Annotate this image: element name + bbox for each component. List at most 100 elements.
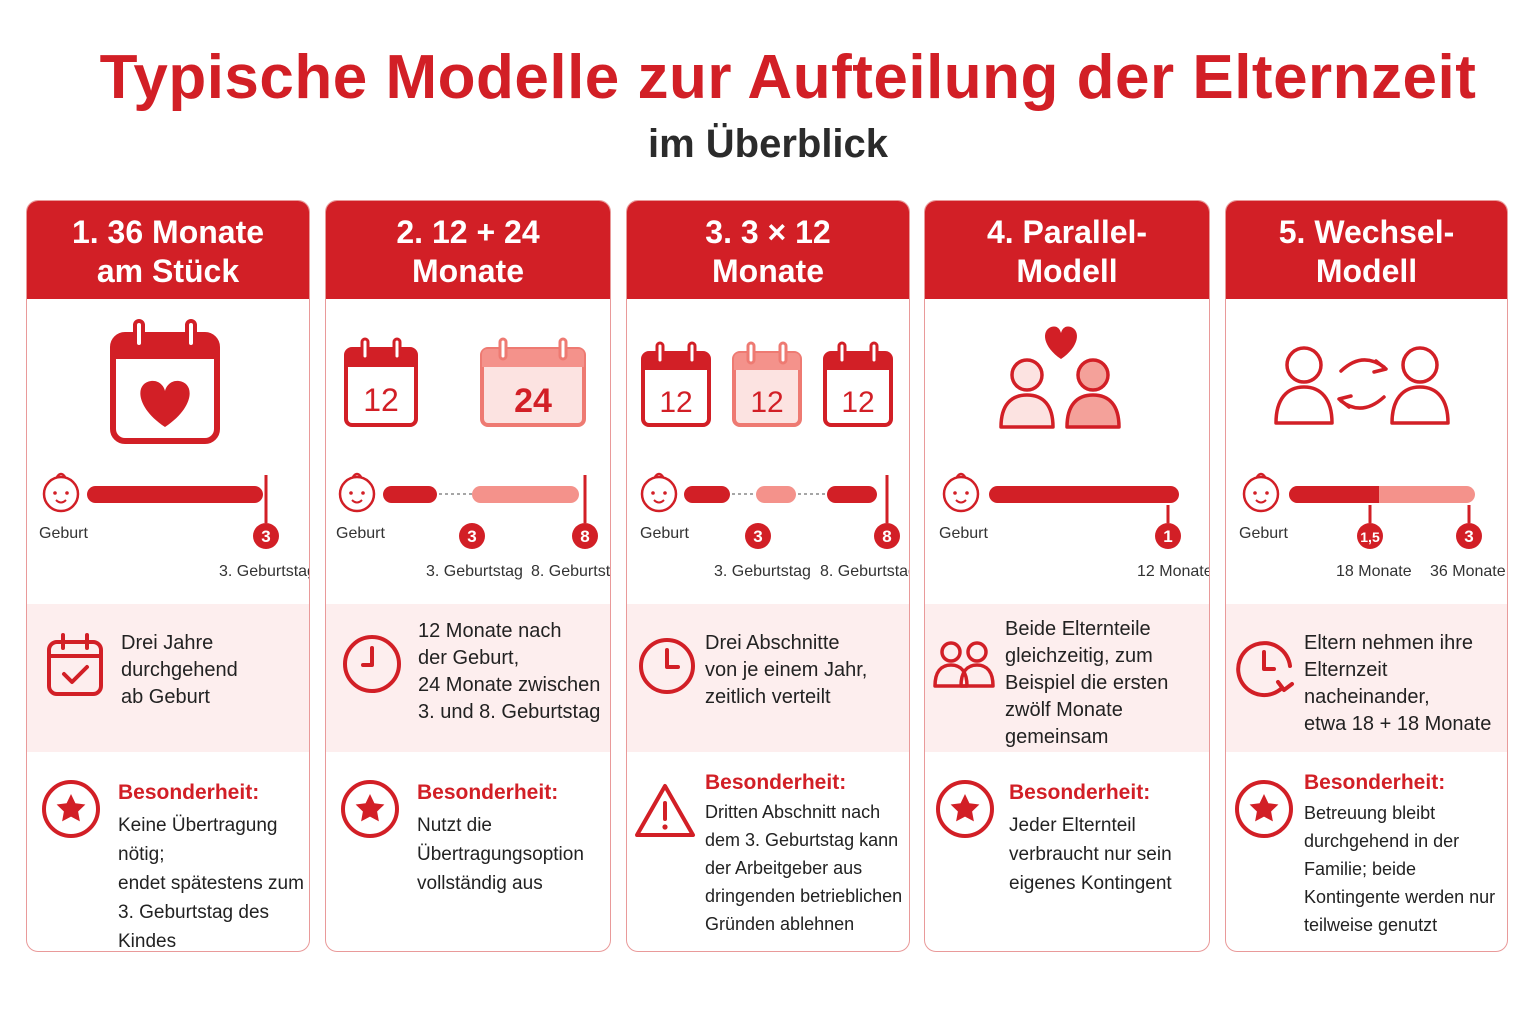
description-section: Drei Abschnitte von je einem Jahr, zeitlic… [627, 604, 909, 752]
timeline: 1 Geburt 12 Monate [925, 461, 1209, 591]
clock-icon [639, 638, 695, 694]
two-calendars-icon: 12 24 [326, 309, 610, 449]
timeline-marker-label: 3. Geburtstag [714, 563, 811, 580]
marker-badge [1155, 523, 1181, 549]
marker-number: 3 [753, 527, 762, 546]
baby-icon [338, 472, 376, 513]
model-card-2: 2. 12 + 24 Monate 12 24 [325, 200, 611, 952]
marker-badge [1357, 523, 1383, 549]
person-icon [1274, 346, 1334, 425]
description-text: Drei Abschnitte von je einem Jahr, zeitlic… [705, 632, 868, 708]
star-icon [42, 780, 100, 838]
star-icon [341, 780, 399, 838]
special-label: Besonderheit: [118, 781, 260, 804]
calendar-number: 12 [659, 386, 692, 419]
card-header: 4. Parallel- Modell [925, 201, 1209, 299]
card-header: 2. 12 + 24 Monate [326, 201, 610, 299]
baby-icon [942, 472, 980, 513]
timeline-start-label: Geburt [939, 525, 988, 542]
two-people-icon [933, 641, 995, 688]
card-header: 5. Wechsel- Modell [1226, 201, 1507, 299]
special-text: Dritten Abschnitt nach dem 3. Geburtstag … [705, 802, 903, 934]
special-label: Besonderheit: [705, 771, 847, 794]
special-text: Keine Übertragung nötig; endet spätestens… [118, 815, 304, 952]
marker-badge [253, 523, 279, 549]
calendar-icon: 24 [480, 337, 586, 427]
description-section: Eltern nehmen ihre Elternzeit nacheinande… [1226, 604, 1507, 752]
timeline-start-label: Geburt [39, 525, 88, 542]
description-text: Drei Jahre durchgehend ab Geburt [121, 632, 238, 708]
marker-badge [459, 523, 485, 549]
timeline: 3 Geburt 3. Geburtstag [27, 461, 309, 591]
person-icon [1065, 358, 1121, 429]
calendar-heart-icon [27, 309, 309, 449]
calendar-number: 12 [841, 386, 874, 419]
page-subtitle: im Überblick [647, 122, 889, 166]
calendar-icon: 12 [344, 337, 418, 427]
calendar-number: 24 [514, 382, 552, 420]
special-text: Betreuung bleibt durchgehend in der Famili… [1304, 803, 1496, 935]
marker-badge [1456, 523, 1482, 549]
model-card-3: 3. 3 × 12 Monate 12 12 [626, 200, 910, 952]
timeline-start-label: Geburt [1239, 525, 1288, 542]
baby-icon [1242, 472, 1280, 513]
special-label: Besonderheit: [417, 781, 559, 804]
clock-arrow-icon [1236, 641, 1294, 698]
timeline-marker-label: 3. Geburtstag [219, 563, 310, 580]
marker-badge [745, 523, 771, 549]
timeline: 3 8 Geburt 3. Geburtstag 8. Geburtstag [627, 461, 909, 591]
timeline-marker-label: 18 Monate [1336, 563, 1412, 580]
timeline-marker-label: 3. Geburtstag [426, 563, 523, 580]
person-icon [999, 358, 1055, 429]
description-section: Drei Jahre durchgehend ab Geburt [27, 604, 309, 752]
marker-number: 3 [261, 527, 270, 546]
special-label: Besonderheit: [1009, 781, 1151, 804]
special-section: Besonderheit: Nutzt die Übertragungsoptio… [326, 761, 610, 951]
card-header: 1. 36 Monate am Stück [27, 201, 309, 299]
parents-heart-icon [925, 309, 1209, 449]
marker-number: 8 [882, 527, 891, 546]
three-calendars-icon: 12 12 12 [627, 309, 909, 449]
timeline: 1,5 3 Geburt 18 Monate 36 Monate [1226, 461, 1507, 591]
description-section: Beide Elternteile gleichzeitig, zum Beispi… [925, 604, 1209, 752]
description-section: 12 Monate nach der Geburt, 24 Monate zwisc… [326, 604, 610, 752]
model-card-1: 1. 36 Monate am Stück 3 Geburt 3. Geb [26, 200, 310, 952]
calendar-icon: 12 [641, 341, 711, 427]
clock-icon [343, 635, 401, 693]
baby-icon [42, 472, 80, 513]
special-text: Nutzt die Übertragungsoption vollständig a… [417, 815, 584, 894]
special-section: Besonderheit: Dritten Abschnitt nach dem … [627, 761, 909, 951]
timeline-start-label: Geburt [640, 525, 689, 542]
calendar-check-icon [47, 633, 103, 696]
description-text: Beide Elternteile gleichzeitig, zum Beispi… [1005, 618, 1169, 748]
calendar-icon: 12 [823, 341, 893, 427]
marker-number: 3 [1464, 527, 1473, 546]
special-section: Besonderheit: Keine Übertragung nötig; en… [27, 761, 309, 951]
marker-number: 1 [1163, 527, 1172, 546]
warning-icon [635, 784, 695, 837]
star-icon [1235, 780, 1293, 838]
timeline-marker-label: 36 Monate [1430, 563, 1506, 580]
baby-icon [640, 472, 678, 513]
timeline-start-label: Geburt [336, 525, 385, 542]
swap-arrows-icon [1337, 358, 1388, 410]
calendar-number: 12 [363, 382, 399, 418]
special-label: Besonderheit: [1304, 771, 1446, 794]
marker-number: 3 [467, 527, 476, 546]
marker-badge [874, 523, 900, 549]
parents-swap-icon [1226, 309, 1507, 449]
model-card-4: 4. Parallel- Modell 1 [924, 200, 1210, 952]
marker-number: 1,5 [1360, 529, 1380, 545]
star-icon [936, 780, 994, 838]
description-text: Eltern nehmen ihre Elternzeit nacheinande… [1304, 632, 1492, 735]
marker-badge [572, 523, 598, 549]
timeline-marker-label: 12 Monate [1137, 563, 1210, 580]
timeline-marker-label: 8. Geburtstag [820, 563, 910, 580]
special-section: Besonderheit: Betreuung bleibt durchgehen… [1226, 761, 1507, 951]
card-header: 3. 3 × 12 Monate [627, 201, 909, 299]
description-text: 12 Monate nach der Geburt, 24 Monate zwisc… [418, 620, 601, 723]
model-card-5: 5. Wechsel- Modell [1225, 200, 1508, 952]
timeline: 3 8 Geburt 3. Geburtstag 8. Geburtstag [326, 461, 610, 591]
special-section: Besonderheit: Jeder Elternteil verbraucht… [925, 761, 1209, 951]
marker-number: 8 [580, 527, 589, 546]
